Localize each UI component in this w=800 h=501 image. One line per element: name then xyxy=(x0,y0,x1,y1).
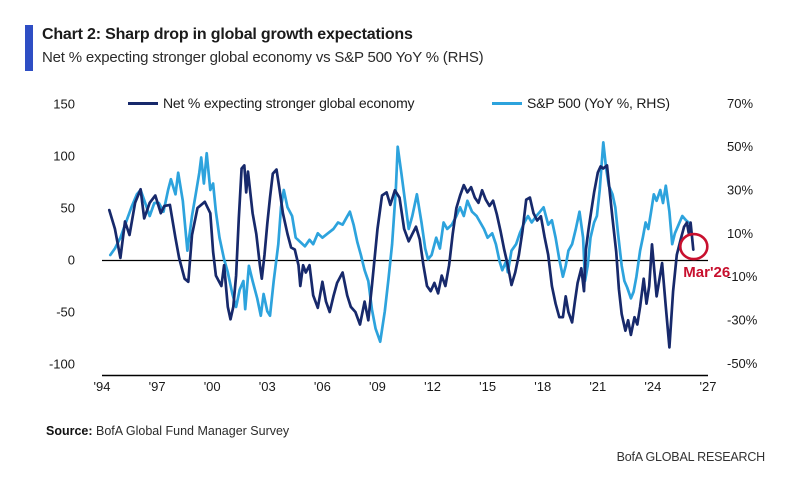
x-axis-tick-label: '97 xyxy=(149,379,166,394)
chart-subtitle: Net % expecting stronger global economy … xyxy=(42,49,484,66)
left-axis-tick-label: 150 xyxy=(53,97,75,112)
sp500-series-line xyxy=(108,140,691,344)
left-axis-tick-label: -100 xyxy=(49,357,75,372)
x-axis-tick-label: '00 xyxy=(204,379,221,394)
source-label: Source: xyxy=(46,424,93,438)
chart-title: Chart 2: Sharp drop in global growth exp… xyxy=(42,26,413,43)
navy-line-swatch xyxy=(128,101,158,105)
left-axis-tick-label: 50 xyxy=(61,201,75,216)
mar26-annotation-circle xyxy=(679,232,709,261)
left-axis-tick-label: 100 xyxy=(53,149,75,164)
x-axis-tick-label: '94 xyxy=(94,379,111,394)
x-axis-tick-label: '09 xyxy=(369,379,386,394)
right-axis-tick-label: -30% xyxy=(727,313,758,328)
right-axis-tick-label: -10% xyxy=(727,269,758,284)
legend-label-sp500: S&P 500 (YoY %, RHS) xyxy=(527,95,670,111)
left-axis-tick-label: -50 xyxy=(56,305,75,320)
lightblue-line-swatch xyxy=(492,101,522,105)
x-axis-tick-label: '06 xyxy=(314,379,331,394)
right-axis-tick-label: 50% xyxy=(727,139,753,154)
x-axis-tick-label: '24 xyxy=(644,379,661,394)
right-axis-tick-label: -50% xyxy=(727,356,758,371)
x-axis-tick-label: '27 xyxy=(700,379,717,394)
legend-item-net-expectations: Net % expecting stronger global economy xyxy=(128,95,415,111)
right-axis-tick-label: 30% xyxy=(727,182,753,197)
source-note: Source: BofA Global Fund Manager Survey xyxy=(46,424,289,438)
title-accent-bar xyxy=(25,25,33,71)
x-axis-tick-label: '12 xyxy=(424,379,441,394)
legend-item-sp500: S&P 500 (YoY %, RHS) xyxy=(492,95,670,111)
net-expectations-series-line xyxy=(107,164,695,349)
legend-label-net-expectations: Net % expecting stronger global economy xyxy=(163,95,415,111)
bofa-global-research-branding: BofA GLOBAL RESEARCH xyxy=(616,450,766,464)
right-axis-tick-label: 10% xyxy=(727,226,753,241)
source-text: BofA Global Fund Manager Survey xyxy=(92,424,290,438)
x-axis-tick-label: '21 xyxy=(589,379,606,394)
right-axis-tick-label: 70% xyxy=(727,96,753,111)
x-axis-tick-label: '03 xyxy=(259,379,276,394)
x-axis-tick-label: '18 xyxy=(534,379,551,394)
left-axis-tick-label: 0 xyxy=(68,253,75,268)
mar26-annotation-label: Mar'26 xyxy=(683,264,730,281)
x-axis-tick-label: '15 xyxy=(479,379,496,394)
